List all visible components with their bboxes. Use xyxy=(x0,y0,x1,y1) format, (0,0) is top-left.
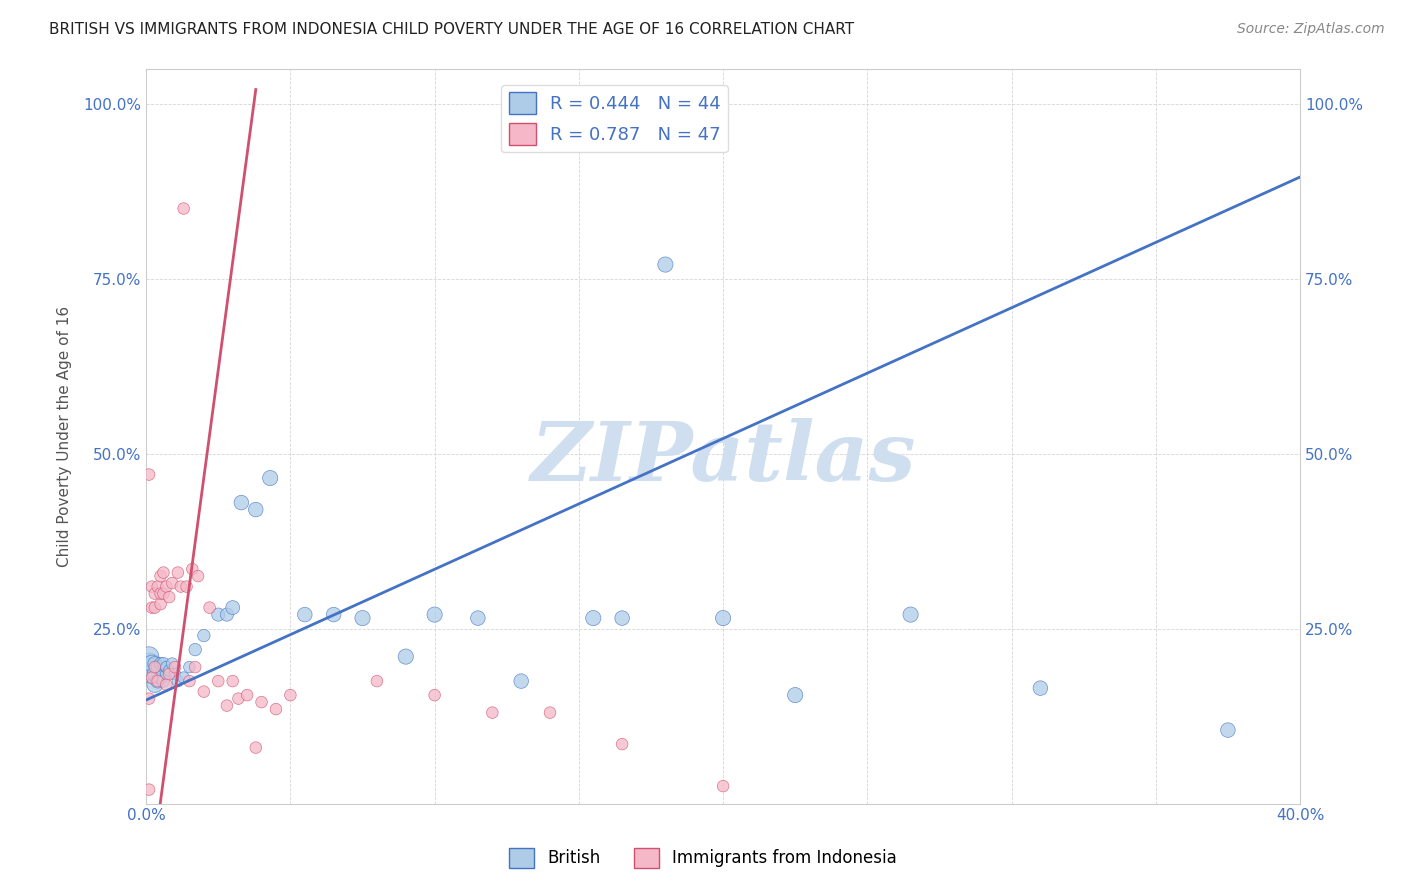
Point xyxy=(167,566,190,580)
Point xyxy=(352,611,374,625)
Point xyxy=(143,657,166,671)
Point xyxy=(510,674,533,689)
Point xyxy=(1216,723,1239,738)
Point xyxy=(149,569,172,583)
Point xyxy=(138,782,160,797)
Point xyxy=(366,674,388,689)
Point xyxy=(654,258,676,272)
Point xyxy=(146,660,169,674)
Point xyxy=(250,695,273,709)
Point xyxy=(423,688,446,702)
Point xyxy=(141,657,163,671)
Point xyxy=(160,657,183,671)
Point xyxy=(157,667,180,681)
Point xyxy=(198,600,221,615)
Point xyxy=(322,607,344,622)
Point xyxy=(157,590,180,604)
Point xyxy=(149,671,172,685)
Point xyxy=(141,600,163,615)
Point xyxy=(264,702,287,716)
Point xyxy=(157,664,180,678)
Point xyxy=(170,580,193,594)
Point xyxy=(294,607,316,622)
Point xyxy=(1029,681,1052,695)
Point xyxy=(173,671,195,685)
Point xyxy=(259,471,281,485)
Point xyxy=(138,649,160,664)
Point xyxy=(163,660,186,674)
Point xyxy=(152,586,174,600)
Point xyxy=(193,684,215,698)
Point xyxy=(184,642,207,657)
Point xyxy=(152,657,174,671)
Point xyxy=(167,674,190,689)
Point xyxy=(143,600,166,615)
Point xyxy=(138,660,160,674)
Point xyxy=(467,611,489,625)
Point xyxy=(138,691,160,706)
Point xyxy=(221,674,243,689)
Point xyxy=(280,688,302,702)
Point xyxy=(155,677,177,691)
Point xyxy=(141,671,163,685)
Point xyxy=(711,611,734,625)
Point xyxy=(245,740,267,755)
Point xyxy=(146,580,169,594)
Point xyxy=(711,779,734,793)
Point xyxy=(155,667,177,681)
Point xyxy=(149,586,172,600)
Point xyxy=(181,562,204,576)
Point xyxy=(155,580,177,594)
Point xyxy=(138,467,160,482)
Point xyxy=(179,674,201,689)
Point xyxy=(207,607,229,622)
Point xyxy=(146,674,169,689)
Legend: British, Immigrants from Indonesia: British, Immigrants from Indonesia xyxy=(502,841,904,875)
Text: Source: ZipAtlas.com: Source: ZipAtlas.com xyxy=(1237,22,1385,37)
Point xyxy=(149,597,172,611)
Point xyxy=(141,580,163,594)
Point xyxy=(152,566,174,580)
Point xyxy=(173,202,195,216)
Point xyxy=(143,677,166,691)
Point xyxy=(163,667,186,681)
Point xyxy=(160,576,183,591)
Point xyxy=(221,600,243,615)
Point xyxy=(236,688,259,702)
Point xyxy=(582,611,605,625)
Point xyxy=(215,607,238,622)
Point xyxy=(785,688,807,702)
Point xyxy=(538,706,561,720)
Point xyxy=(152,674,174,689)
Point xyxy=(184,660,207,674)
Point xyxy=(481,706,503,720)
Point xyxy=(187,569,209,583)
Point xyxy=(193,629,215,643)
Point xyxy=(215,698,238,713)
Text: ZIPatlas: ZIPatlas xyxy=(530,418,915,498)
Point xyxy=(395,649,418,664)
Point xyxy=(245,502,267,516)
Point xyxy=(149,657,172,671)
Legend: R = 0.444   N = 44, R = 0.787   N = 47: R = 0.444 N = 44, R = 0.787 N = 47 xyxy=(502,85,728,153)
Point xyxy=(143,667,166,681)
Point xyxy=(610,737,633,751)
Point xyxy=(176,580,198,594)
Point xyxy=(179,660,201,674)
Point xyxy=(900,607,922,622)
Y-axis label: Child Poverty Under the Age of 16: Child Poverty Under the Age of 16 xyxy=(58,305,72,566)
Point xyxy=(231,495,253,509)
Text: BRITISH VS IMMIGRANTS FROM INDONESIA CHILD POVERTY UNDER THE AGE OF 16 CORRELATI: BRITISH VS IMMIGRANTS FROM INDONESIA CHI… xyxy=(49,22,855,37)
Point xyxy=(141,667,163,681)
Point xyxy=(143,660,166,674)
Point xyxy=(610,611,633,625)
Point xyxy=(155,660,177,674)
Point xyxy=(146,674,169,689)
Point xyxy=(228,691,250,706)
Point xyxy=(207,674,229,689)
Point xyxy=(143,586,166,600)
Point xyxy=(423,607,446,622)
